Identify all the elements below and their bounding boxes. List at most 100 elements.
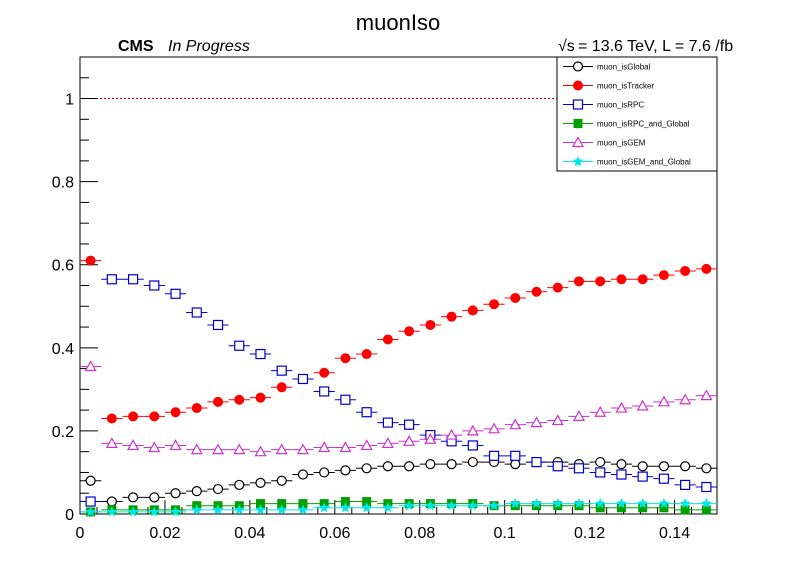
point-muon_isGEM_and_Global bbox=[340, 502, 351, 513]
point-muon_isTracker bbox=[446, 311, 457, 322]
point-muon_isGEM_and_Global bbox=[361, 502, 373, 513]
cms-label: CMS bbox=[118, 38, 154, 55]
point-muon_isRPC bbox=[382, 417, 393, 428]
point-muon_isGEM bbox=[169, 439, 182, 451]
point-muon_isGEM bbox=[679, 393, 692, 405]
point-muon_isGEM_and_Global bbox=[276, 504, 288, 515]
series-muon_isRPC bbox=[80, 274, 717, 507]
point-muon_isRPC bbox=[404, 419, 415, 430]
point-muon_isGEM_and_Global bbox=[148, 506, 160, 517]
point-muon_isGEM_and_Global bbox=[170, 506, 181, 517]
point-muon_isRPC bbox=[297, 373, 309, 385]
point-muon_isTracker bbox=[658, 270, 669, 281]
point-muon_isTracker bbox=[149, 411, 160, 422]
point-muon_isRPC bbox=[340, 394, 351, 405]
point-muon_isTracker bbox=[276, 382, 287, 393]
point-muon_isGEM_and_Global bbox=[552, 497, 564, 509]
point-muon_isGEM bbox=[127, 439, 140, 451]
point-muon_isRPC bbox=[488, 450, 500, 461]
legend-marker-muon_isRPC bbox=[572, 99, 584, 110]
point-muon_isGEM_and_Global bbox=[297, 504, 309, 515]
point-muon_isRPC bbox=[255, 348, 266, 360]
point-muon_isTracker bbox=[85, 255, 96, 266]
point-muon_isRPC bbox=[510, 450, 521, 461]
x-tick-label: 0.08 bbox=[404, 525, 435, 542]
point-muon_isRPC bbox=[212, 319, 224, 331]
point-muon_isRPC bbox=[701, 481, 712, 493]
point-muon_isTracker bbox=[467, 305, 478, 316]
legend-marker-muon_isGEM_and_Global bbox=[572, 155, 584, 167]
point-muon_isGEM bbox=[381, 437, 394, 448]
point-muon_isTracker bbox=[680, 265, 691, 276]
point-muon_isGlobal bbox=[510, 459, 521, 470]
legend-label: muon_isGEM_and_Global bbox=[597, 158, 691, 167]
point-muon_isGEM_and_Global bbox=[446, 500, 457, 511]
point-muon_isGEM bbox=[445, 428, 458, 440]
point-muon_isGEM_and_Global bbox=[531, 497, 542, 509]
legend-marker-muon_isRPC_and_Global bbox=[573, 119, 583, 128]
point-muon_isGEM bbox=[339, 441, 352, 453]
point-muon_isRPC bbox=[319, 386, 330, 397]
point-muon_isRPC bbox=[595, 467, 606, 478]
x-tick-label: 0.1 bbox=[494, 525, 516, 542]
point-muon_isGEM_and_Global bbox=[403, 500, 415, 511]
point-muon_isGEM bbox=[148, 441, 161, 453]
series-group bbox=[80, 255, 717, 517]
point-muon_isGlobal bbox=[404, 461, 415, 472]
point-muon_isGEM bbox=[657, 395, 670, 407]
axes-group: 0 0.2 0.4 0.6 0.8 1 0 0.02 0.04 0.06 0.08 0.1 0.12 0.… bbox=[52, 56, 718, 542]
point-muon_isGEM_and_Global bbox=[658, 497, 670, 509]
point-muon_isGlobal bbox=[595, 456, 606, 468]
point-muon_isTracker bbox=[191, 403, 202, 414]
point-muon_isGlobal bbox=[212, 483, 224, 495]
point-muon_isGEM_and_Global bbox=[679, 497, 691, 509]
point-muon_isGlobal bbox=[297, 469, 309, 480]
point-muon_isGlobal bbox=[658, 461, 670, 472]
point-muon_isTracker bbox=[637, 274, 648, 285]
point-muon_isGlobal bbox=[616, 459, 627, 470]
legend-marker-muon_isTracker bbox=[573, 80, 583, 91]
x-tick-label: 0.06 bbox=[319, 525, 350, 542]
x-tick-label: 0.12 bbox=[574, 525, 605, 542]
point-muon_isGlobal bbox=[446, 459, 457, 470]
point-muon_isGEM bbox=[572, 410, 586, 421]
point-muon_isGEM bbox=[275, 443, 288, 455]
point-muon_isTracker bbox=[106, 413, 117, 424]
point-muon_isGEM_and_Global bbox=[85, 506, 96, 517]
point-muon_isTracker bbox=[573, 276, 584, 287]
point-muon_isGEM bbox=[615, 401, 628, 413]
legend-label: muon_isRPC_and_Global bbox=[597, 120, 690, 129]
point-muon_isGEM bbox=[360, 439, 373, 451]
point-muon_isGlobal bbox=[85, 475, 96, 486]
point-muon_isGEM_and_Global bbox=[424, 500, 436, 511]
point-muon_isTracker bbox=[595, 276, 606, 287]
point-muon_isTracker bbox=[531, 286, 542, 297]
point-muon_isRPC bbox=[191, 307, 202, 318]
point-muon_isGlobal bbox=[127, 492, 139, 503]
x-tick-label: 0 bbox=[76, 525, 85, 542]
point-muon_isGEM_and_Global bbox=[233, 504, 245, 515]
point-muon_isGEM bbox=[318, 441, 331, 453]
point-muon_isTracker bbox=[319, 367, 330, 378]
point-muon_isRPC bbox=[467, 440, 478, 451]
point-muon_isGlobal bbox=[637, 461, 648, 472]
point-muon_isGlobal bbox=[170, 488, 181, 499]
point-muon_isGEM_and_Global bbox=[318, 502, 330, 513]
point-muon_isRPC bbox=[149, 280, 160, 291]
point-muon_isGEM_and_Global bbox=[127, 506, 139, 517]
point-muon_isGEM bbox=[233, 443, 246, 455]
point-muon_isGlobal bbox=[680, 461, 691, 472]
point-muon_isGlobal bbox=[234, 479, 245, 491]
point-muon_isTracker bbox=[701, 263, 712, 274]
point-muon_isGEM bbox=[84, 360, 97, 372]
point-muon_isGEM bbox=[509, 418, 522, 430]
point-muon_isGlobal bbox=[149, 492, 160, 503]
legend-box bbox=[556, 56, 718, 172]
point-muon_isGEM_and_Global bbox=[212, 504, 224, 515]
point-muon_isGEM bbox=[211, 443, 225, 455]
point-muon_isTracker bbox=[170, 407, 181, 418]
legend-label: muon_isTracker bbox=[597, 82, 654, 91]
point-muon_isGEM bbox=[466, 424, 479, 436]
